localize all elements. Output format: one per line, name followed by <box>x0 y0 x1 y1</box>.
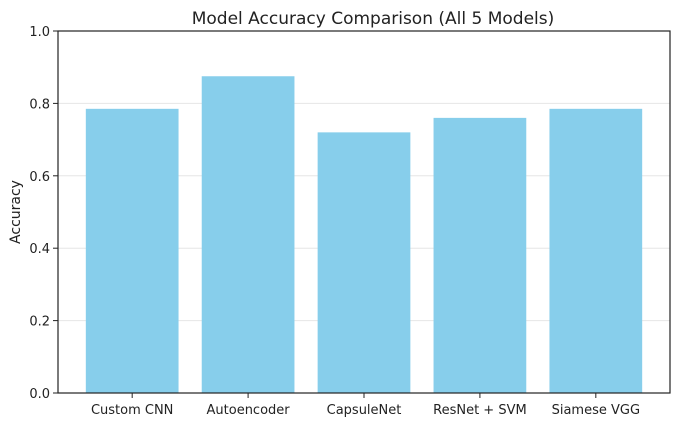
y-tick-label: 0.6 <box>29 170 50 185</box>
plot-frame <box>57 30 671 394</box>
y-axis-label: Accuracy <box>8 180 24 244</box>
y-tick-label: 0.0 <box>29 387 50 402</box>
bar-custom-cnn <box>85 108 179 393</box>
y-tick-label: 1.0 <box>29 25 50 40</box>
bar-capsulenet <box>317 132 411 394</box>
bar-siamese-vgg <box>549 108 643 393</box>
bars <box>85 76 643 394</box>
y-tick-labels: 0.0 0.2 0.4 0.6 0.8 1.0 <box>29 25 50 402</box>
bar-autoencoder <box>201 76 295 393</box>
x-tick-label: Autoencoder <box>207 403 291 418</box>
y-tick-label: 0.2 <box>29 315 50 330</box>
bar-resnet-svm <box>433 117 527 393</box>
axes <box>53 30 671 398</box>
x-tick-labels: Custom CNN Autoencoder CapsuleNet ResNet + … <box>91 403 640 418</box>
y-tick-label: 0.4 <box>29 242 50 257</box>
x-tick-label: Siamese VGG <box>552 403 640 418</box>
chart-title: Model Accuracy Comparison (All 5 Models) <box>192 9 555 29</box>
x-tick-label: CapsuleNet <box>327 403 402 418</box>
x-tick-label: ResNet + SVM <box>433 403 527 418</box>
y-tick-label: 0.8 <box>29 97 50 112</box>
x-tick-label: Custom CNN <box>91 403 173 418</box>
